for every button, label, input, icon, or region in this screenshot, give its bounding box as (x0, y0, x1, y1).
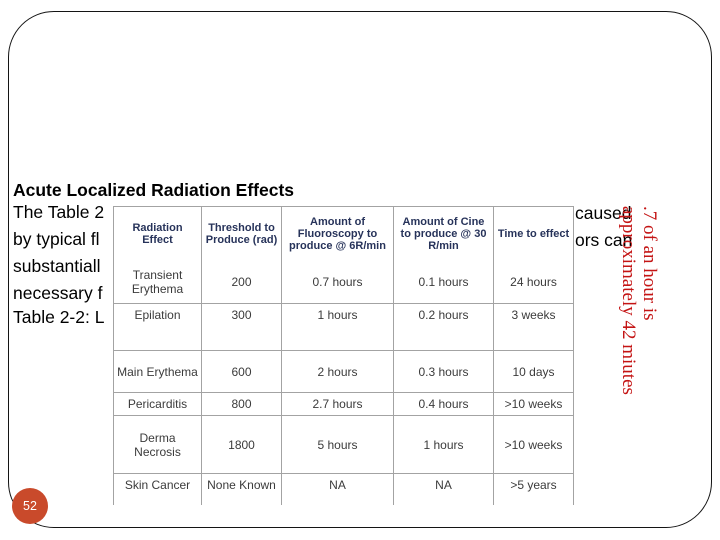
cell-time: >10 weeks (493, 415, 574, 474)
slide-border-frame (8, 11, 712, 528)
body-text-line-2-right: ors can (575, 230, 633, 250)
radiation-effects-table-grid: Radiation Effect Threshold to Produce (r… (113, 206, 574, 505)
cell-fluoro: NA (281, 473, 394, 505)
table-row: Derma Necrosis 1800 5 hours 1 hours >10 … (113, 415, 574, 474)
cell-threshold: 200 (201, 260, 282, 304)
rotated-annotation: .7 of an hour is approximately 42 miutes (618, 206, 660, 446)
body-text-line-1-right: caused (575, 203, 632, 223)
col-header-time-to-effect: Time to effect (493, 206, 574, 261)
col-header-threshold: Threshold to Produce (rad) (201, 206, 282, 261)
cell-cine: 0.2 hours (393, 303, 494, 351)
table-row: Main Erythema 600 2 hours 0.3 hours 10 d… (113, 350, 574, 393)
body-text-line-3: substantiall (13, 256, 101, 276)
body-text-line-1: The Table 2 (13, 202, 105, 222)
cell-threshold: 800 (201, 392, 282, 416)
cell-time: 10 days (493, 350, 574, 393)
col-header-radiation-effect: Radiation Effect (113, 206, 202, 261)
cell-cine: 0.3 hours (393, 350, 494, 393)
table-row: Transient Erythema 200 0.7 hours 0.1 hou… (113, 260, 574, 304)
cell-cine: 0.4 hours (393, 392, 494, 416)
radiation-effects-table: Radiation Effect Threshold to Produce (r… (113, 206, 575, 505)
col-header-cine: Amount of Cine to produce @ 30 R/min (393, 206, 494, 261)
cell-effect: Epilation (113, 303, 202, 351)
cell-effect: Transient Erythema (113, 260, 202, 304)
cell-fluoro: 5 hours (281, 415, 394, 474)
table-header-row: Radiation Effect Threshold to Produce (r… (113, 206, 574, 261)
body-text-line-4: necessary f (13, 283, 103, 303)
cell-effect: Pericarditis (113, 392, 202, 416)
cell-fluoro: 2.7 hours (281, 392, 394, 416)
cell-effect: Skin Cancer (113, 473, 202, 505)
col-header-fluoroscopy: Amount of Fluoroscopy to produce @ 6R/mi… (281, 206, 394, 261)
slide-title: Acute Localized Radiation Effects (13, 180, 295, 200)
table-row: Epilation 300 1 hours 0.2 hours 3 weeks (113, 303, 574, 351)
cell-threshold: 600 (201, 350, 282, 393)
slide-number-badge: 52 (12, 488, 48, 524)
cell-fluoro: 2 hours (281, 350, 394, 393)
cell-time: >5 years (493, 473, 574, 505)
cell-cine: 1 hours (393, 415, 494, 474)
cell-fluoro: 1 hours (281, 303, 394, 351)
cell-cine: NA (393, 473, 494, 505)
cell-threshold: 300 (201, 303, 282, 351)
cell-effect: Main Erythema (113, 350, 202, 393)
rotated-annotation-line-1: .7 of an hour is (639, 206, 660, 321)
cell-time: 24 hours (493, 260, 574, 304)
table-row: Skin Cancer None Known NA NA >5 years (113, 473, 574, 505)
table-row: Pericarditis 800 2.7 hours 0.4 hours >10… (113, 392, 574, 416)
cell-time: >10 weeks (493, 392, 574, 416)
rotated-annotation-line-2: approximately 42 miutes (618, 206, 639, 395)
body-text-line-5: Table 2-2: L (13, 307, 105, 327)
cell-threshold: None Known (201, 473, 282, 505)
body-text-line-2: by typical fl (13, 229, 100, 249)
cell-time: 3 weeks (493, 303, 574, 351)
cell-threshold: 1800 (201, 415, 282, 474)
cell-effect: Derma Necrosis (113, 415, 202, 474)
slide-number: 52 (23, 499, 37, 513)
cell-fluoro: 0.7 hours (281, 260, 394, 304)
cell-cine: 0.1 hours (393, 260, 494, 304)
